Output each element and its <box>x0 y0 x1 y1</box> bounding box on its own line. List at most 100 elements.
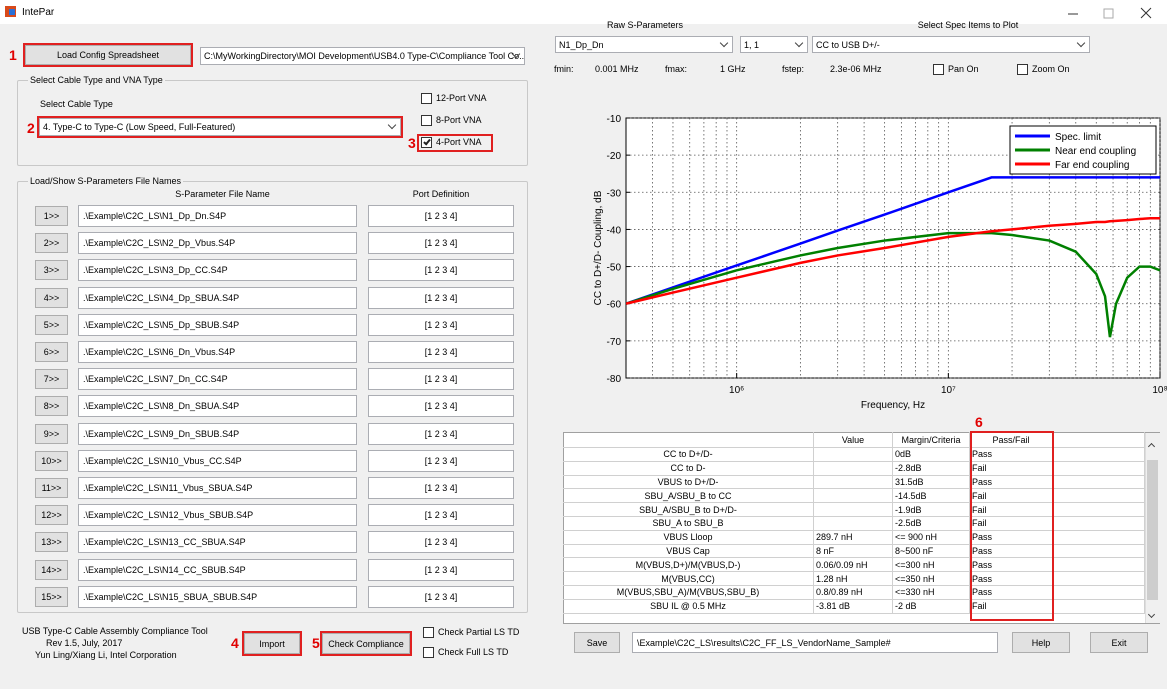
file-name-field[interactable]: .\Example\C2C_LS\N5_Dp_SBUB.S4P <box>78 313 357 336</box>
port-definition-field[interactable]: [1 2 3 4] <box>368 531 514 554</box>
port-definition-field[interactable]: [1 2 3 4] <box>368 504 514 527</box>
result-spacer <box>1053 503 1145 517</box>
load-file-button[interactable]: 1>> <box>35 206 68 226</box>
load-file-button[interactable]: 5>> <box>35 314 68 335</box>
port-definition-field[interactable]: [1 2 3 4] <box>368 286 514 309</box>
file-name-field[interactable]: .\Example\C2C_LS\N14_CC_SBUB.S4P <box>78 558 357 581</box>
step-marker: 4 <box>231 636 239 650</box>
file-dropdown[interactable]: N1_Dp_Dn <box>555 36 733 53</box>
column-header: S-Parameter File Name <box>175 189 270 199</box>
result-item: M(VBUS,D+)/M(VBUS,D-) <box>563 558 814 573</box>
load-file-button[interactable]: 2>> <box>35 233 68 254</box>
pan-checkbox[interactable] <box>933 64 944 75</box>
load-file-button[interactable]: 7>> <box>35 369 68 390</box>
file-name-field[interactable]: .\Example\C2C_LS\N9_Dn_SBUB.S4P <box>78 422 357 445</box>
port-definition-field[interactable]: [1 2 3 4] <box>368 585 514 608</box>
table-header-cell <box>563 432 814 448</box>
file-name-field[interactable]: .\Example\C2C_LS\N4_Dp_SBUA.S4P <box>78 286 357 309</box>
load-file-button[interactable]: 15>> <box>35 586 68 607</box>
port-definition-field[interactable]: [1 2 3 4] <box>368 232 514 255</box>
result-item: VBUS Cap <box>563 544 814 559</box>
result-value <box>814 489 893 504</box>
control-label: Select Spec Items to Plot <box>917 20 1019 30</box>
result-criteria: <=330 nH <box>893 586 970 600</box>
result-criteria: -2.8dB <box>893 461 970 476</box>
group-box <box>17 80 528 166</box>
scrollbar-thumb[interactable] <box>1147 460 1158 600</box>
option-checkbox[interactable] <box>423 647 434 658</box>
save-button[interactable]: Save <box>574 632 620 653</box>
highlight-box <box>320 631 412 656</box>
y-tick-label: -80 <box>607 374 622 385</box>
load-file-button[interactable]: 13>> <box>35 532 68 553</box>
close-button[interactable] <box>1140 7 1152 19</box>
result-item: SBU_A/SBU_B to CC <box>563 489 814 504</box>
port-definition-field[interactable]: [1 2 3 4] <box>368 368 514 391</box>
port-definition-field[interactable]: [1 2 3 4] <box>368 313 514 336</box>
spec-dropdown[interactable]: CC to USB D+/- <box>812 36 1090 53</box>
freq-info: 0.001 MHz <box>595 64 639 74</box>
result-criteria: <= 900 nH <box>893 530 970 545</box>
series-line <box>626 176 1160 305</box>
port-definition-field[interactable]: [1 2 3 4] <box>368 259 514 282</box>
result-spacer <box>1053 489 1145 504</box>
file-name-field[interactable]: .\Example\C2C_LS\N1_Dp_Dn.S4P <box>78 205 357 227</box>
load-file-button[interactable]: 3>> <box>35 260 68 281</box>
results-path-field[interactable]: \Example\C2C_LS\results\C2C_FF_LS_Vendor… <box>632 632 998 653</box>
port-definition-field[interactable]: [1 2 3 4] <box>368 422 514 445</box>
port-definition-field[interactable]: [1 2 3 4] <box>368 395 514 418</box>
title-bar-bg <box>0 0 1167 24</box>
load-file-button[interactable]: 12>> <box>35 505 68 526</box>
result-spacer <box>1053 544 1145 559</box>
port-definition-field[interactable]: [1 2 3 4] <box>368 477 514 499</box>
check-compliance-button[interactable]: Check Compliance <box>322 633 410 654</box>
file-name-field[interactable]: .\Example\C2C_LS\N7_Dn_CC.S4P <box>78 368 357 391</box>
load-config-button[interactable]: Load Config Spreadsheet <box>25 45 191 65</box>
freq-info: 2.3e-06 MHz <box>830 64 882 74</box>
result-value: -3.81 dB <box>814 599 893 614</box>
result-value <box>814 475 893 490</box>
load-file-button[interactable]: 9>> <box>35 423 68 444</box>
result-item: VBUS to D+/D- <box>563 475 814 490</box>
port-definition-field[interactable]: [1 2 3 4] <box>368 558 514 581</box>
file-name-field[interactable]: .\Example\C2C_LS\N11_Vbus_SBUA.S4P <box>78 477 357 499</box>
vna-checkbox[interactable] <box>421 115 432 126</box>
load-file-button[interactable]: 11>> <box>35 478 68 498</box>
load-file-button[interactable]: 10>> <box>35 450 68 471</box>
legend-label: Spec. limit <box>1055 132 1101 143</box>
import-button[interactable]: Import <box>244 633 300 654</box>
file-name-field[interactable]: .\Example\C2C_LS\N10_Vbus_CC.S4P <box>78 449 357 472</box>
load-file-button[interactable]: 14>> <box>35 559 68 580</box>
file-name-field[interactable]: .\Example\C2C_LS\N15_SBUA_SBUB.S4P <box>78 585 357 608</box>
port-definition-field[interactable]: [1 2 3 4] <box>368 341 514 363</box>
exit-button[interactable]: Exit <box>1090 632 1148 653</box>
help-button[interactable]: Help <box>1012 632 1070 653</box>
port-definition-field[interactable]: [1 2 3 4] <box>368 449 514 472</box>
file-name-field[interactable]: .\Example\C2C_LS\N3_Dp_CC.S4P <box>78 259 357 282</box>
vna-checkbox[interactable] <box>421 93 432 104</box>
config-path-dropdown[interactable]: C:\MyWorkingDirectory\MOI Development\US… <box>200 47 525 65</box>
result-value: 0.8/0.89 nH <box>814 586 893 600</box>
file-name-field[interactable]: .\Example\C2C_LS\N8_Dn_SBUA.S4P <box>78 395 357 418</box>
cable-type-dropdown[interactable]: 4. Type-C to Type-C (Low Speed, Full-Fea… <box>39 118 401 136</box>
vna-checkbox[interactable] <box>421 137 432 148</box>
result-criteria: 8~500 nF <box>893 544 970 559</box>
file-name-field[interactable]: .\Example\C2C_LS\N12_Vbus_SBUB.S4P <box>78 504 357 527</box>
zoom-checkbox[interactable] <box>1017 64 1028 75</box>
option-checkbox[interactable] <box>423 627 434 638</box>
file-name-field[interactable]: .\Example\C2C_LS\N6_Dn_Vbus.S4P <box>78 341 357 363</box>
file-name-field[interactable]: .\Example\C2C_LS\N2_Dp_Vbus.S4P <box>78 232 357 255</box>
maximize-button[interactable] <box>1103 8 1114 19</box>
load-file-button[interactable]: 8>> <box>35 396 68 417</box>
port-definition-field[interactable]: [1 2 3 4] <box>368 205 514 227</box>
window-title: IntePar <box>22 7 55 18</box>
results-table <box>563 432 1160 624</box>
group-box <box>17 181 528 613</box>
load-file-button[interactable]: 6>> <box>35 342 68 362</box>
port-dropdown[interactable]: 1, 1 <box>740 36 808 53</box>
result-spacer <box>1053 586 1145 600</box>
file-name-field[interactable]: .\Example\C2C_LS\N13_CC_SBUA.S4P <box>78 531 357 554</box>
result-criteria: -2.5dB <box>893 517 970 531</box>
load-file-button[interactable]: 4>> <box>35 287 68 308</box>
